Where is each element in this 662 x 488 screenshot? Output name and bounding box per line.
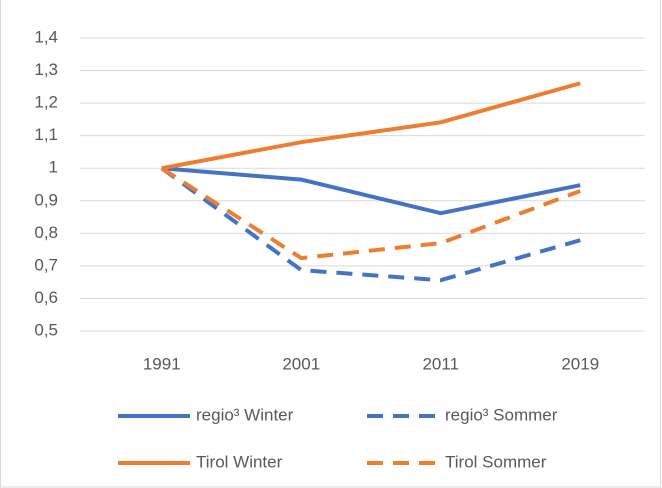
series-line	[161, 81, 581, 171]
legend-label: regio³ Winter	[196, 405, 294, 424]
legend-label: Tirol Winter	[196, 452, 283, 471]
x-tick-label: 1991	[143, 354, 181, 373]
series-line	[160, 166, 581, 283]
series-line	[161, 166, 581, 216]
y-tick-label: 1,2	[34, 93, 58, 112]
series-line	[160, 166, 581, 261]
legend-label: regio³ Sommer	[445, 405, 558, 424]
y-tick-label: 1	[49, 158, 58, 177]
x-tick-label: 2019	[561, 354, 599, 373]
x-tick-label: 2001	[282, 354, 320, 373]
y-tick-label: 0,9	[34, 190, 58, 209]
y-tick-label: 1,1	[34, 125, 58, 144]
y-tick-label: 0,6	[34, 288, 58, 307]
x-tick-label: 2011	[422, 354, 459, 373]
y-tick-label: 0,8	[34, 223, 58, 242]
y-tick-label: 0,5	[34, 320, 58, 339]
y-tick-label: 0,7	[34, 255, 58, 274]
y-tick-label: 1,3	[34, 60, 58, 79]
legend-label: Tirol Sommer	[445, 452, 547, 471]
y-tick-label: 1,4	[34, 27, 58, 46]
